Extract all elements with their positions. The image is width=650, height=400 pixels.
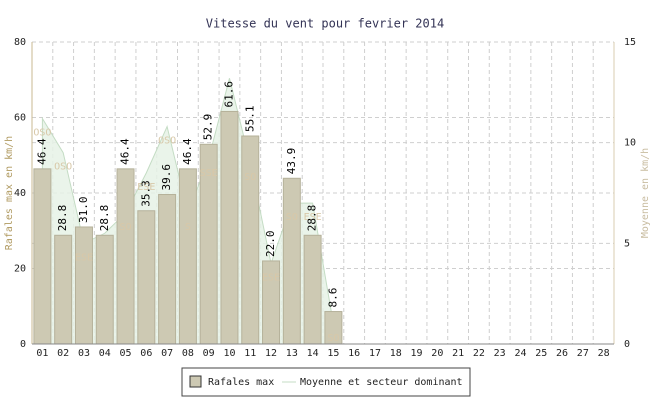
y-tick-label: 20: [14, 264, 26, 275]
legend-box: [181, 367, 471, 397]
value-label: 22.0: [264, 230, 277, 257]
x-tick-label: 18: [390, 348, 402, 359]
legend-label: Rafales max: [208, 377, 274, 388]
value-label: 35.3: [139, 180, 152, 207]
x-tick-label: 02: [57, 348, 69, 359]
bar: [220, 110, 239, 345]
x-tick-label: 12: [265, 348, 277, 359]
value-label: 8.6: [326, 288, 339, 308]
x-tick-label: 21: [452, 348, 464, 359]
bar: [178, 168, 197, 345]
sector-label: OSO: [54, 162, 72, 173]
value-label: 28.8: [98, 205, 111, 232]
value-label: 31.0: [77, 196, 90, 223]
bar: [54, 234, 73, 345]
value-label: 43.9: [285, 148, 298, 175]
x-tick-label: 11: [244, 348, 256, 359]
value-label: 46.4: [181, 138, 194, 165]
x-tick-label: 04: [99, 348, 111, 359]
x-tick-label: 03: [78, 348, 90, 359]
y-tick-label: 80: [14, 37, 26, 48]
sector-label: ESE: [304, 212, 322, 223]
value-label: 52.9: [202, 114, 215, 141]
x-tick-label: 08: [182, 348, 194, 359]
sector-label: ESE: [75, 252, 93, 263]
bar: [33, 168, 52, 345]
y2-tick-label: 10: [624, 138, 636, 149]
y-tick-label: 0: [20, 339, 26, 350]
x-tick-label: 07: [161, 348, 173, 359]
x-tick-label: 24: [514, 348, 526, 359]
x-tick-label: 10: [223, 348, 235, 359]
bar: [158, 194, 177, 345]
y2-tick-label: 5: [624, 238, 630, 249]
sector-label: SO: [120, 222, 132, 233]
x-tick-label: 26: [556, 348, 568, 359]
sector-label: SO: [244, 172, 256, 183]
legend-label: Moyenne et secteur dominant: [300, 377, 463, 388]
bar: [241, 135, 260, 345]
y2-axis-label: Moyenne en km/h: [640, 148, 650, 238]
x-tick-label: 09: [203, 348, 215, 359]
value-label: 61.6: [222, 81, 235, 108]
bar: [116, 168, 135, 345]
y-tick-label: 60: [14, 113, 26, 124]
value-label: 28.8: [306, 205, 319, 232]
x-tick-label: 13: [286, 348, 298, 359]
value-label: 46.4: [35, 138, 48, 165]
sector-label: S: [185, 222, 191, 233]
sector-label: SSE: [200, 168, 218, 179]
sector-label: OSO: [158, 136, 176, 147]
sector-label: SO: [286, 212, 298, 223]
x-tick-label: 17: [369, 348, 381, 359]
y-tick-label: 40: [14, 188, 26, 199]
bar: [282, 177, 301, 345]
value-label: 39.6: [160, 164, 173, 191]
x-tick-label: 25: [535, 348, 547, 359]
y2-tick-label: 15: [624, 37, 636, 48]
bar: [137, 210, 156, 345]
x-tick-label: 27: [577, 348, 589, 359]
legend-swatch: [189, 375, 202, 388]
x-tick-label: 15: [327, 348, 339, 359]
x-tick-label: 22: [473, 348, 485, 359]
sector-label: SO: [327, 333, 339, 344]
value-label: 46.4: [119, 138, 132, 165]
x-tick-label: 23: [494, 348, 506, 359]
x-tick-label: 06: [140, 348, 152, 359]
bar: [95, 234, 114, 345]
x-tick-label: 20: [431, 348, 443, 359]
sector-label: ESE: [137, 182, 155, 193]
sector-label: OSO: [33, 128, 51, 139]
x-tick-label: 05: [120, 348, 132, 359]
y2-tick-label: 0: [624, 339, 630, 350]
chart-title: Vitesse du vent pour fevrier 2014: [206, 17, 444, 31]
value-label: 28.8: [56, 205, 69, 232]
x-tick-label: 16: [348, 348, 360, 359]
y-axis-label: Rafales max en km/h: [4, 136, 15, 250]
x-tick-label: 28: [598, 348, 610, 359]
bar: [303, 234, 322, 345]
sector-label: ESE: [262, 272, 280, 283]
x-tick-label: 14: [307, 348, 319, 359]
x-tick-label: 01: [36, 348, 48, 359]
x-tick-label: 19: [411, 348, 423, 359]
value-label: 55.1: [243, 105, 256, 132]
bar: [74, 226, 93, 345]
